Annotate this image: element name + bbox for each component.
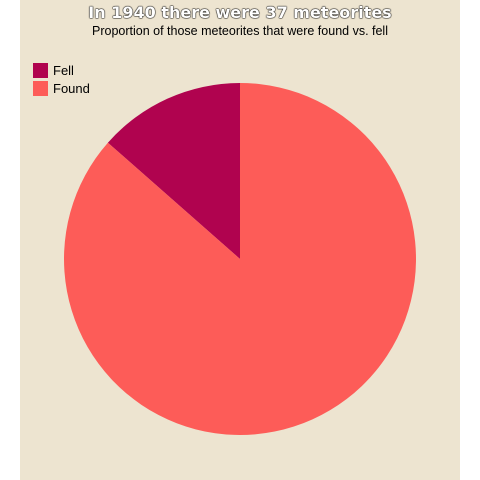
chart-panel: In 1940 there were 37 meteorites Proport… xyxy=(20,0,460,480)
pie-chart xyxy=(64,83,416,435)
chart-title: In 1940 there were 37 meteorites xyxy=(88,3,392,22)
legend: Fell Found xyxy=(33,61,90,97)
legend-swatch-fell xyxy=(33,62,48,78)
pie-slice-fell xyxy=(107,83,240,259)
legend-item-found: Found xyxy=(33,79,90,97)
chart-subtitle: Proportion of those meteorites that were… xyxy=(92,24,388,38)
pie-slice-found xyxy=(64,83,416,435)
legend-item-fell: Fell xyxy=(33,61,90,79)
legend-swatch-found xyxy=(33,80,48,96)
legend-label-fell: Fell xyxy=(53,62,74,78)
legend-label-found: Found xyxy=(53,80,90,96)
